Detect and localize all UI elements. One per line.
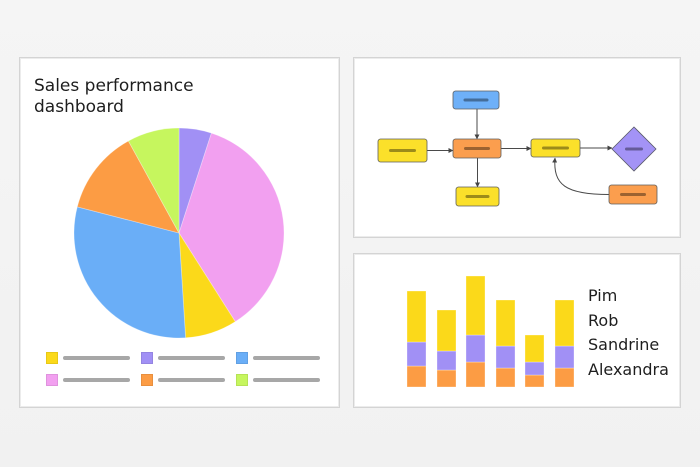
legend-label-placeholder <box>63 356 130 360</box>
bar-segment-middle <box>495 345 516 369</box>
legend-swatch <box>141 374 153 386</box>
flow-edges <box>427 109 613 195</box>
flow-node-decision[interactable] <box>611 126 657 172</box>
bar-segment-top <box>495 299 516 347</box>
bar-segment-middle <box>406 341 427 367</box>
bar-group-3 <box>465 275 486 388</box>
node-label-placeholder <box>389 149 416 152</box>
legend-label-placeholder <box>253 356 320 360</box>
legend-swatch <box>236 352 248 364</box>
legend-label-pim: Pim <box>588 286 618 305</box>
legend-item <box>141 374 236 386</box>
bar-segment-top <box>436 309 457 352</box>
pie-slice-orange <box>76 140 180 234</box>
bar-group-6 <box>554 299 575 388</box>
bar-segment-bottom <box>495 367 516 388</box>
bar-segment-bottom <box>524 374 545 388</box>
legend-label-alexandra: Alexandra <box>588 359 669 379</box>
legend-swatch <box>46 352 58 364</box>
connector-arrow <box>552 157 610 195</box>
node-label-placeholder <box>464 147 490 150</box>
node-label-placeholder <box>620 193 646 196</box>
flow-node-bottom-right[interactable] <box>608 184 658 205</box>
flow-node-bottom[interactable] <box>455 186 500 207</box>
bar-group-5 <box>524 334 545 388</box>
pie-legend <box>46 352 326 386</box>
legend-item <box>46 374 141 386</box>
bar-segment-middle <box>465 334 486 363</box>
pie-slice-purple <box>178 127 212 234</box>
flow-node-center[interactable] <box>452 138 502 159</box>
pie-slice-blue <box>73 206 187 339</box>
legend-item <box>46 352 141 364</box>
pie-chart <box>73 127 285 339</box>
node-label-placeholder <box>465 195 490 198</box>
flow-node-top[interactable] <box>452 90 500 110</box>
legend-label-placeholder <box>63 378 130 382</box>
legend-label-sandrine: Sandrine <box>588 335 660 354</box>
legend-swatch <box>141 352 153 364</box>
legend-label-rob: Rob <box>588 310 619 330</box>
bar-segment-middle <box>524 361 545 376</box>
card-title: Sales performance dashboard <box>34 76 194 117</box>
bar-segment-top <box>554 299 575 347</box>
flowchart-diagram <box>377 90 658 207</box>
pie-slice-pink <box>178 132 285 323</box>
bar-segment-bottom <box>465 361 486 388</box>
legend-item <box>236 352 326 364</box>
legend-swatch <box>46 374 58 386</box>
flow-node-left[interactable] <box>377 138 428 163</box>
legend-label-placeholder <box>158 356 225 360</box>
bar-segment-top <box>406 290 427 343</box>
node-label-placeholder <box>463 98 489 102</box>
legend-item <box>236 374 326 386</box>
flowchart-card <box>353 57 681 238</box>
bar-segment-top <box>465 275 486 336</box>
legend-item <box>141 352 236 364</box>
legend-label-placeholder <box>158 378 225 382</box>
bar-segment-bottom <box>406 365 427 388</box>
bar-group-2 <box>436 309 457 388</box>
bar-segment-top <box>524 334 545 363</box>
pie-chart-card: Sales performance dashboard <box>19 57 340 408</box>
bar-legend: Pim Rob Sandrine Alexandra <box>588 284 669 382</box>
node-label-placeholder <box>542 146 569 150</box>
legend-label-placeholder <box>253 378 320 382</box>
stacked-bar-chart <box>406 275 575 388</box>
bar-segment-bottom <box>554 367 575 388</box>
flow-node-right[interactable] <box>530 138 581 158</box>
bar-segment-middle <box>436 350 457 371</box>
bar-chart-card: Pim Rob Sandrine Alexandra <box>353 253 681 408</box>
pie-slice-yellow <box>178 232 236 339</box>
bar-group-4 <box>495 299 516 388</box>
pie-slice-lime <box>127 127 180 234</box>
legend-swatch <box>236 374 248 386</box>
bar-group-1 <box>406 290 427 388</box>
bar-segment-bottom <box>436 369 457 388</box>
bar-segment-middle <box>554 345 575 369</box>
